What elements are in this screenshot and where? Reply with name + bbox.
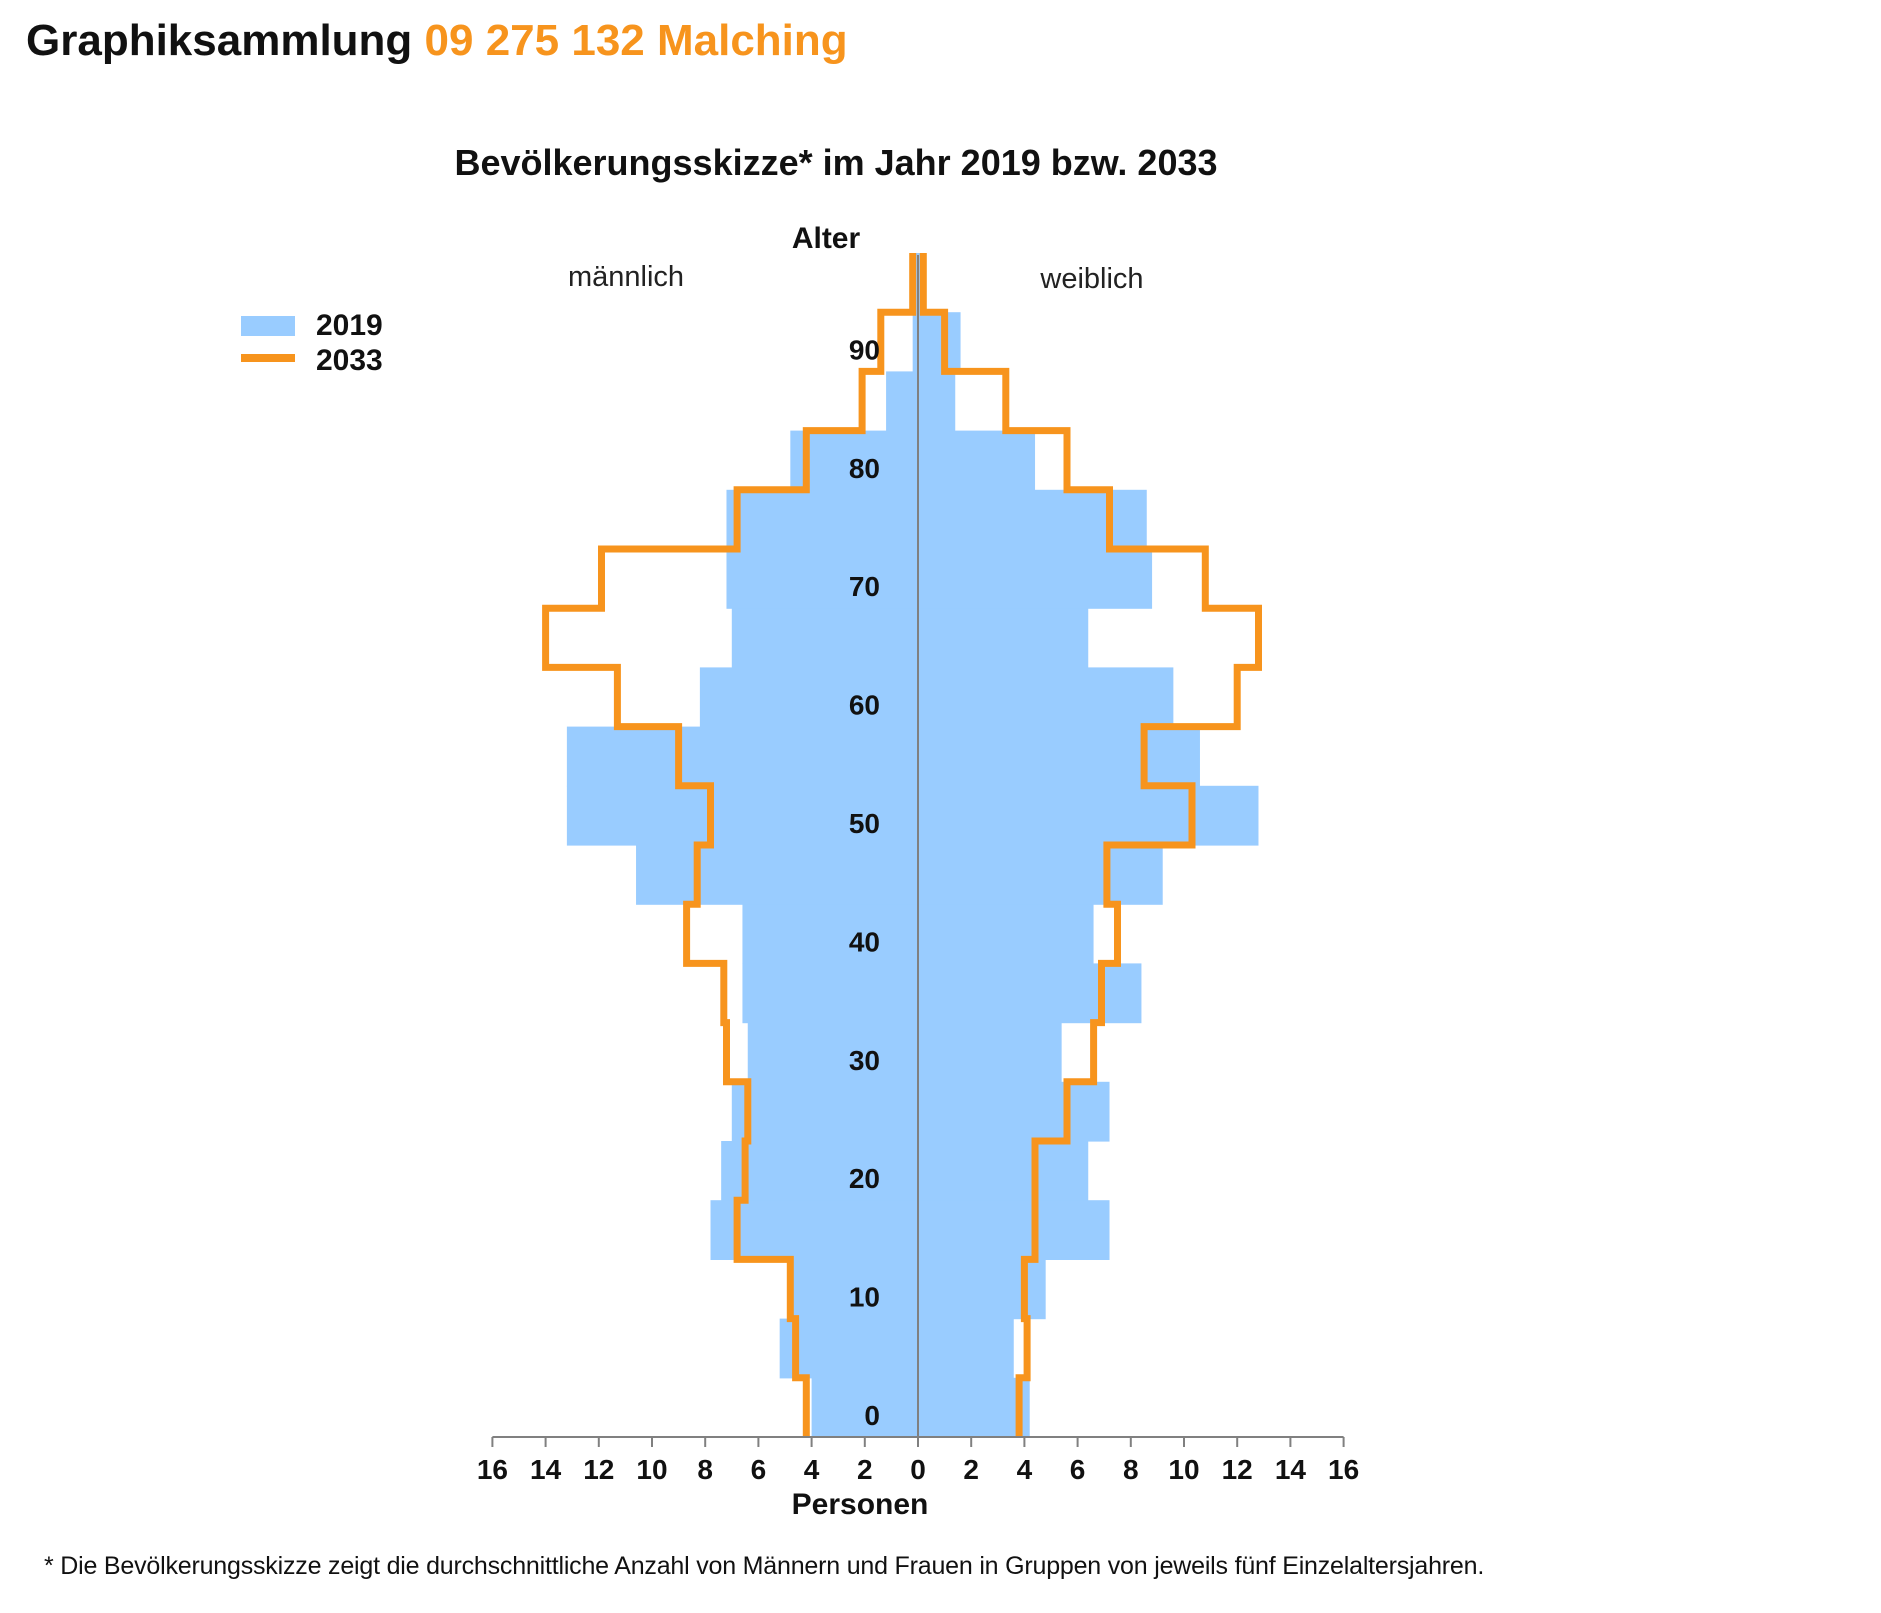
bar-2019-female-60-64: [918, 667, 1174, 728]
bar-2019-male-70-74: [726, 549, 918, 609]
lines-2033: [542, 253, 1262, 1437]
x-tick-label: 4: [804, 1454, 820, 1485]
x-tick-label: 4: [1017, 1454, 1033, 1485]
bar-2019-male-15-19: [710, 1200, 918, 1260]
legend-label-2019: 2019: [316, 309, 383, 342]
x-tick-label: 16: [1328, 1454, 1359, 1485]
x-axis-label: Personen: [792, 1488, 929, 1521]
bar-2019-female-80-84: [918, 430, 1036, 491]
x-tick-label: 8: [1123, 1454, 1139, 1485]
bar-2019-female-20-24: [918, 1141, 1089, 1201]
page-header: Graphiksammlung 09 275 132 Malching: [26, 16, 848, 66]
footnote: * Die Bevölkerungsskizze zeigt die durch…: [44, 1552, 1485, 1580]
bar-2019-female-50-54: [918, 785, 1259, 846]
bar-2019-male-90-94: [912, 312, 918, 372]
bar-2019-male-5-9: [779, 1318, 918, 1379]
bar-2019-female-85-89: [918, 371, 956, 432]
axes: 16 14 12 10 8 6 4 2 0 2 4 6 8 10 12 14 16010203040506070…: [477, 255, 1359, 1485]
y-tick-label: 60: [849, 690, 880, 721]
line-2033-female: [919, 253, 1262, 1437]
bar-2019-female-25-29: [918, 1081, 1110, 1142]
y-tick-label: 20: [849, 1163, 880, 1194]
legend-swatch-2019: [241, 316, 295, 336]
bar-2019-female-30-34: [918, 1022, 1062, 1083]
x-tick-label: 2: [963, 1454, 979, 1485]
bar-2019-male-25-29: [731, 1081, 918, 1142]
bar-2019-female-90-94: [918, 312, 961, 372]
bar-2019-male-35-39: [742, 963, 918, 1024]
x-tick-label: 8: [697, 1454, 713, 1485]
y-tick-label: 90: [849, 334, 880, 365]
y-tick-label: 0: [864, 1400, 880, 1431]
x-tick-label: 10: [636, 1454, 667, 1485]
bar-2019-male-65-69: [731, 608, 918, 668]
bar-2019-male-85-89: [886, 371, 918, 432]
bar-2019-male-50-54: [566, 785, 918, 846]
legend-label-2033: 2033: [316, 344, 383, 377]
y-tick-label: 70: [849, 571, 880, 602]
bar-2019-female-0-4: [918, 1377, 1030, 1438]
bars-2019: [566, 253, 1259, 1438]
x-tick-label: 10: [1168, 1454, 1199, 1485]
x-tick-label: 6: [1070, 1454, 1086, 1485]
bar-2019-male-55-59: [566, 726, 918, 787]
x-tick-label: 14: [1275, 1454, 1307, 1485]
male-label: männlich: [568, 261, 684, 293]
y-tick-label: 80: [849, 453, 880, 484]
page-title: Graphiksammlung: [26, 16, 413, 65]
female-label: weiblich: [1039, 263, 1143, 295]
y-tick-label: 40: [849, 926, 880, 957]
region-title: 09 275 132 Malching: [424, 16, 848, 65]
bar-2019-male-0-4: [811, 1377, 918, 1438]
bar-2019-female-40-44: [918, 904, 1094, 964]
bar-2019-female-35-39: [918, 963, 1142, 1024]
bar-2019-male-10-14: [790, 1259, 918, 1320]
y-tick-label: 50: [849, 808, 880, 839]
x-tick-label: 14: [530, 1454, 562, 1485]
y-axis-label: Alter: [792, 222, 861, 255]
x-tick-label: 6: [751, 1454, 767, 1485]
chart-title: Bevölkerungsskizze* im Jahr 2019 bzw. 20…: [454, 142, 1217, 183]
bar-2019-male-40-44: [742, 904, 918, 964]
x-tick-label: 12: [583, 1454, 614, 1485]
y-tick-label: 30: [849, 1045, 880, 1076]
bar-2019-male-80-84: [790, 430, 918, 491]
x-tick-label: 12: [1222, 1454, 1253, 1485]
x-tick-label: 16: [477, 1454, 508, 1485]
bar-2019-male-30-34: [747, 1022, 918, 1083]
bar-2019-female-5-9: [918, 1318, 1014, 1379]
x-tick-label: 2: [857, 1454, 873, 1485]
x-tick-label: 0: [910, 1454, 926, 1485]
bar-2019-female-15-19: [918, 1200, 1110, 1260]
bar-2019-female-45-49: [918, 845, 1163, 905]
bar-2019-female-55-59: [918, 726, 1200, 787]
legend: 2019 2033: [241, 309, 383, 377]
bar-2019-male-60-64: [699, 667, 918, 728]
bar-2019-female-70-74: [918, 549, 1153, 609]
bar-2019-female-65-69: [918, 608, 1089, 668]
bar-2019-male-75-79: [726, 489, 918, 550]
y-tick-label: 10: [849, 1282, 880, 1313]
line-2033-male: [542, 253, 917, 1437]
bar-2019-male-20-24: [721, 1141, 918, 1201]
bar-2019-male-45-49: [636, 845, 918, 905]
